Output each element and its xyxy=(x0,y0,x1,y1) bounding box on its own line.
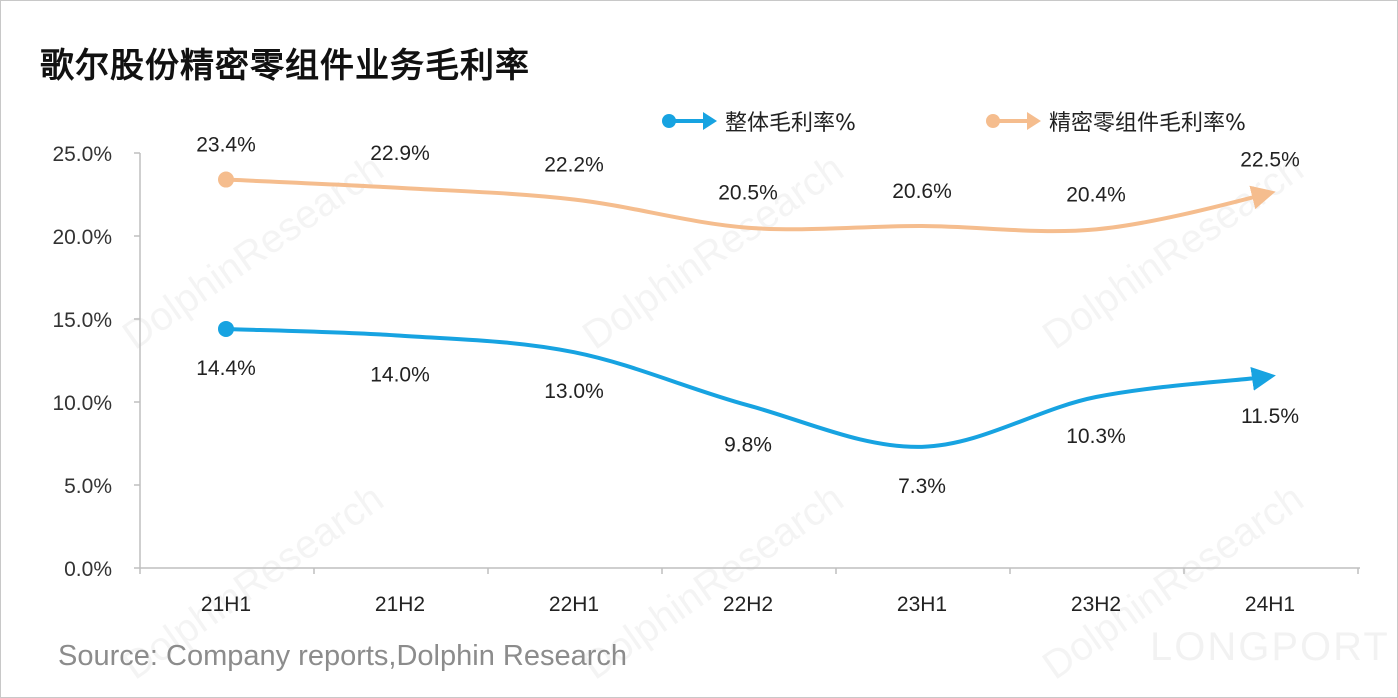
x-tick-label: 23H1 xyxy=(897,593,947,616)
brand-watermark: LONGPORT xyxy=(1150,625,1390,669)
data-label: 13.0% xyxy=(544,380,604,403)
data-label: 20.5% xyxy=(718,182,778,205)
legend-label: 精密零组件毛利率% xyxy=(1049,111,1246,136)
x-tick-label: 21H1 xyxy=(201,593,251,616)
x-tick-label: 21H2 xyxy=(375,593,425,616)
data-label: 14.0% xyxy=(370,364,430,387)
series-start-marker xyxy=(218,171,234,188)
legend-label: 整体毛利率% xyxy=(725,111,856,136)
y-tick-label: 25.0% xyxy=(52,143,112,166)
source-note: Source: Company reports,Dolphin Research xyxy=(58,640,627,672)
y-tick-label: 15.0% xyxy=(52,309,112,332)
data-label: 11.5% xyxy=(1241,405,1299,428)
series-start-marker xyxy=(218,320,234,337)
chart-title: 歌尔股份精密零组件业务毛利率 xyxy=(40,46,530,86)
data-label: 20.4% xyxy=(1066,183,1126,206)
data-label: 14.4% xyxy=(196,357,256,380)
x-tick-label: 22H2 xyxy=(723,593,773,616)
data-label: 7.3% xyxy=(898,475,946,498)
y-tick-label: 10.0% xyxy=(52,392,112,415)
data-label: 20.6% xyxy=(892,180,952,203)
data-label: 22.5% xyxy=(1240,149,1300,172)
x-tick-label: 24H1 xyxy=(1245,593,1295,616)
y-tick-label: 0.0% xyxy=(64,558,112,581)
data-label: 22.9% xyxy=(370,142,430,165)
data-label: 10.3% xyxy=(1066,425,1126,448)
legend-arrow-icon xyxy=(1027,112,1041,130)
y-tick-label: 20.0% xyxy=(52,226,112,249)
x-tick-label: 23H2 xyxy=(1071,593,1121,616)
y-tick-label: 5.0% xyxy=(64,475,112,498)
series-line-1 xyxy=(225,177,1276,234)
series-line-0 xyxy=(225,326,1276,449)
x-tick-label: 22H1 xyxy=(549,593,599,616)
data-label: 9.8% xyxy=(724,433,772,456)
data-label: 23.4% xyxy=(196,134,256,157)
legend-arrow-icon xyxy=(703,112,717,130)
data-label: 22.2% xyxy=(544,153,604,176)
